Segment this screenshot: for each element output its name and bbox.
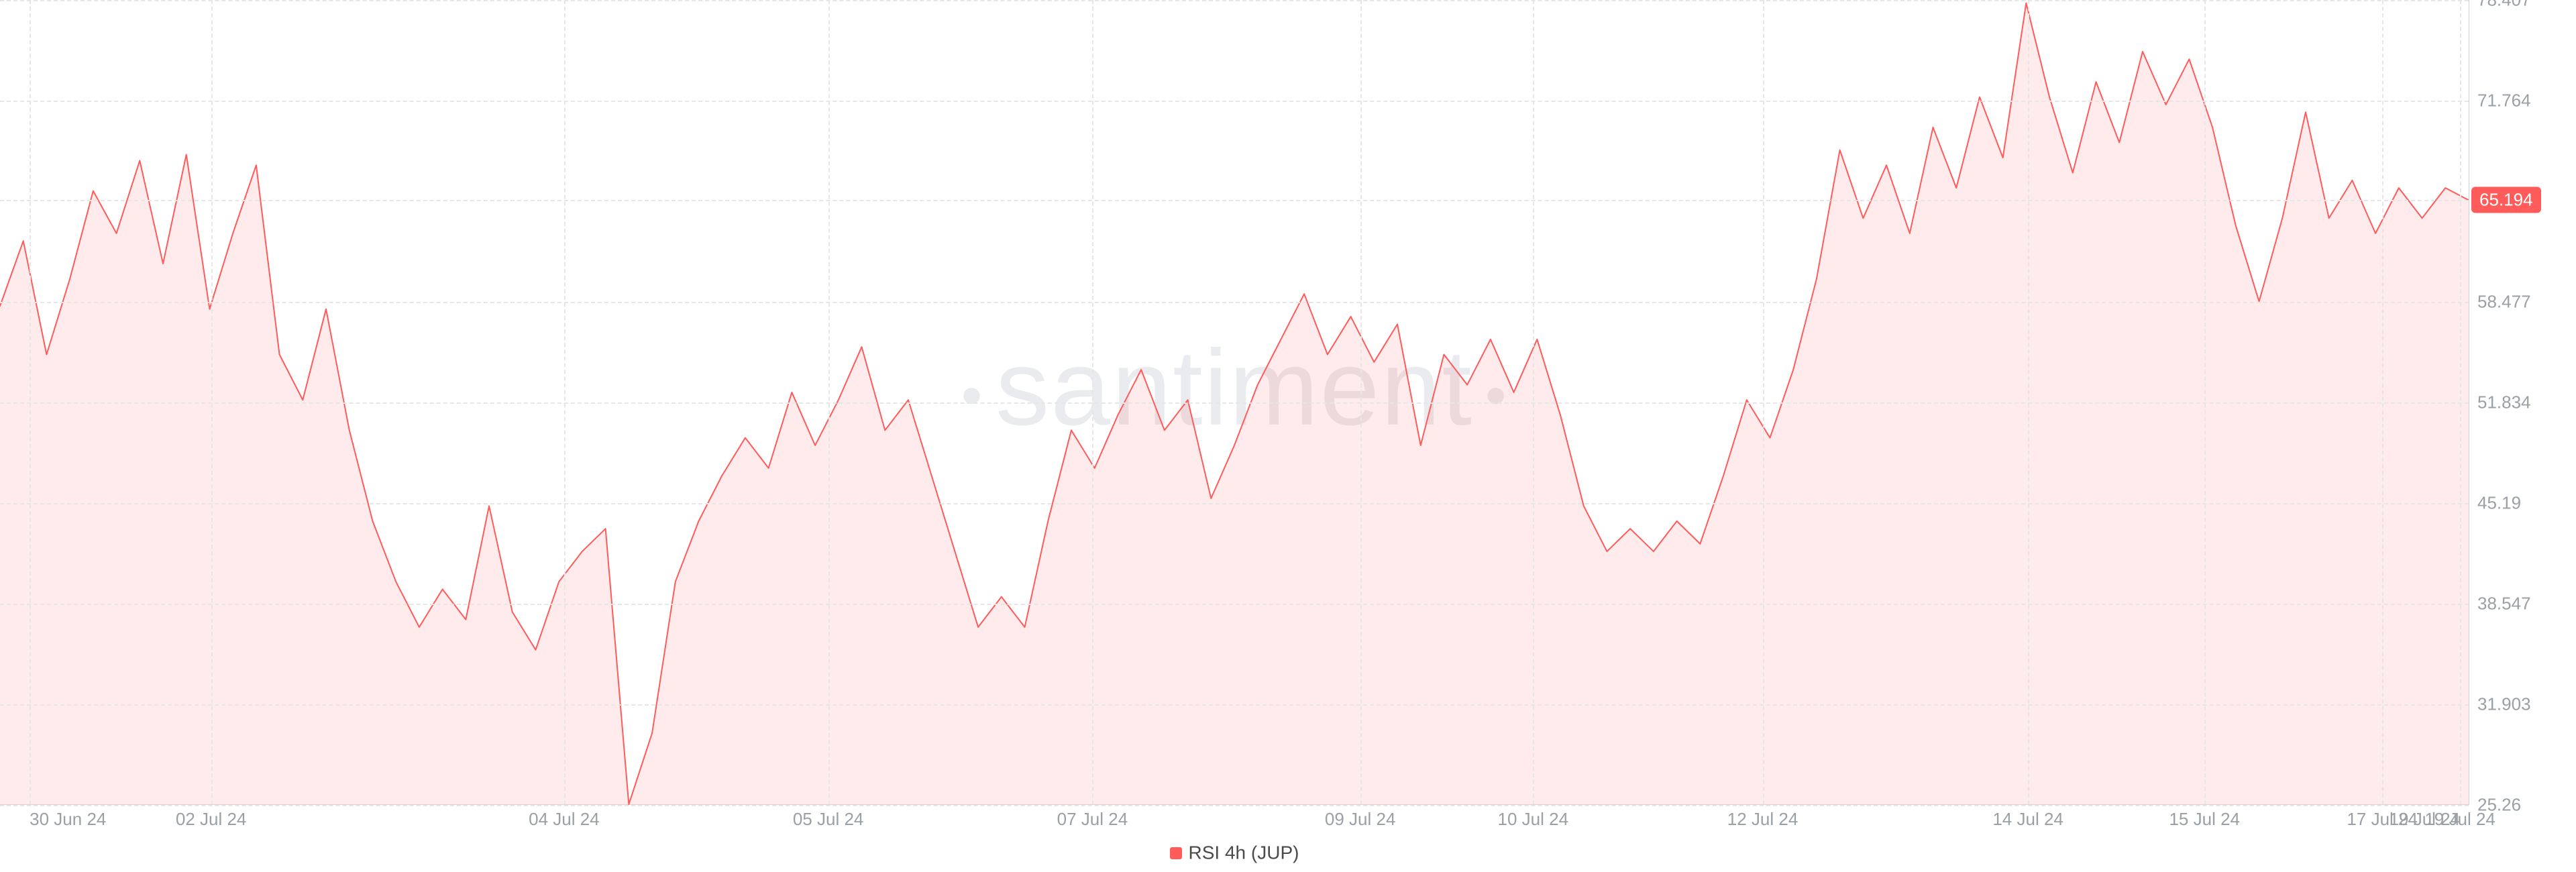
y-tick-label: 51.834 xyxy=(2477,392,2531,413)
x-tick-label: 10 Jul 24 xyxy=(1498,809,1569,830)
y-tick-label: 38.547 xyxy=(2477,593,2531,614)
grid-line-h xyxy=(0,101,2469,102)
grid-line-h xyxy=(0,0,2469,1)
grid-line-v xyxy=(2204,0,2206,804)
grid-line-h xyxy=(0,200,2469,201)
grid-line-v xyxy=(1533,0,1534,804)
grid-line-h xyxy=(0,302,2469,303)
y-tick-label: 71.764 xyxy=(2477,90,2531,111)
series-area xyxy=(0,3,2469,805)
legend-swatch xyxy=(1170,847,1182,859)
x-tick-label: 30 Jun 24 xyxy=(30,809,106,830)
x-tick-label: 07 Jul 24 xyxy=(1057,809,1128,830)
grid-line-h xyxy=(0,704,2469,706)
current-value-text: 65.194 xyxy=(2479,190,2533,210)
plot-area[interactable]: •santiment• xyxy=(0,0,2469,805)
grid-line-v xyxy=(828,0,830,804)
x-axis: 30 Jun 24 02 Jul 24 04 Jul 24 05 Jul 24 07 J… xyxy=(0,805,2469,838)
x-tick-label: 09 Jul 24 xyxy=(1325,809,1396,830)
x-tick-label: 04 Jul 24 xyxy=(529,809,600,830)
x-tick-label: 02 Jul 24 xyxy=(176,809,247,830)
grid-line-h xyxy=(0,604,2469,605)
grid-line-v xyxy=(2028,0,2029,804)
grid-line-h xyxy=(0,402,2469,404)
grid-line-v xyxy=(1092,0,1093,804)
grid-line-v xyxy=(30,0,31,804)
y-tick-label: 31.903 xyxy=(2477,694,2531,715)
grid-line-v xyxy=(2460,0,2461,804)
x-tick-label: 12 Jul 24 xyxy=(1727,809,1799,830)
grid-line-v xyxy=(1360,0,1362,804)
legend-label: RSI 4h (JUP) xyxy=(1189,842,1299,863)
grid-line-v xyxy=(211,0,213,804)
grid-line-v xyxy=(2382,0,2383,804)
rsi-chart: •santiment• 78.407 71.764 58.477 51.834 45.1… xyxy=(0,0,2576,872)
grid-line-v xyxy=(1763,0,1764,804)
legend: RSI 4h (JUP) xyxy=(0,841,2469,864)
y-tick-label: 45.19 xyxy=(2477,493,2521,514)
y-tick-label: 58.477 xyxy=(2477,291,2531,312)
x-tick-label: 05 Jul 24 xyxy=(793,809,864,830)
y-axis: 78.407 71.764 58.477 51.834 45.19 38.547 31.90… xyxy=(2469,0,2576,805)
grid-line-h xyxy=(0,503,2469,504)
x-tick-label: 19 Jul 24 xyxy=(2390,809,2461,830)
current-value-badge: 65.194 xyxy=(2471,187,2541,213)
grid-line-v xyxy=(564,0,566,804)
y-tick-label: 78.407 xyxy=(2477,0,2531,11)
x-tick-label: 14 Jul 24 xyxy=(1992,809,2063,830)
x-tick-label: 15 Jul 24 xyxy=(2169,809,2240,830)
